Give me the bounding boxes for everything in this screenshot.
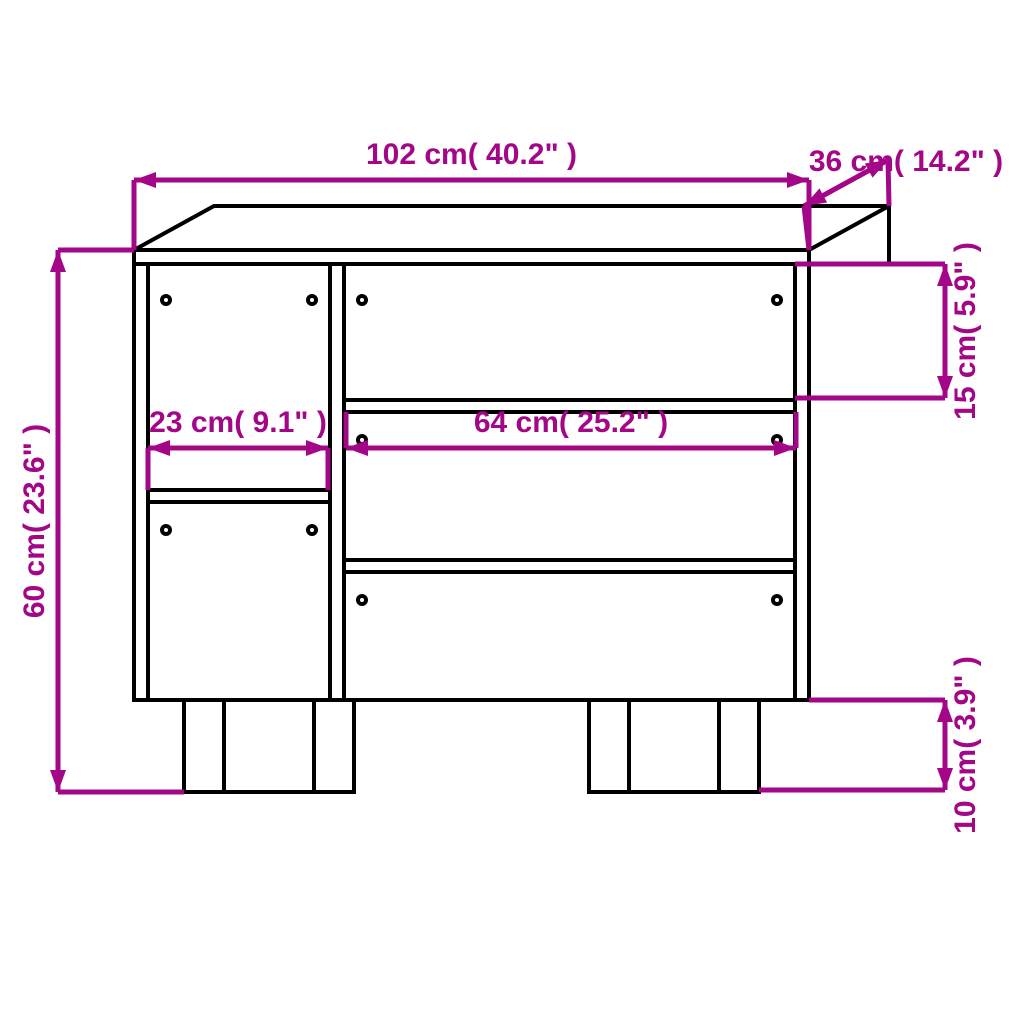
- dim-leg-h: 10 cm( 3.9" ): [759, 656, 982, 834]
- svg-text:64 cm( 25.2" ): 64 cm( 25.2" ): [474, 406, 668, 439]
- dim-shelf-h: 15 cm( 5.9" ): [795, 242, 982, 420]
- svg-text:23 cm( 9.1" ): 23 cm( 9.1" ): [149, 406, 327, 439]
- svg-text:10 cm( 3.9" ): 10 cm( 3.9" ): [949, 656, 982, 834]
- cabinet-leg: [589, 700, 759, 792]
- svg-text:60 cm( 23.6" ): 60 cm( 23.6" ): [18, 424, 51, 618]
- furniture-dimension-diagram: 102 cm( 40.2" ) 36 cm( 14.2" ) 60 cm( 23.6…: [0, 0, 1024, 1024]
- dim-inner-left: 23 cm( 9.1" ): [148, 406, 328, 490]
- svg-text:15 cm( 5.9" ): 15 cm( 5.9" ): [949, 242, 982, 420]
- svg-text:102 cm( 40.2" ): 102 cm( 40.2" ): [366, 138, 577, 171]
- dim-width: 102 cm( 40.2" ): [134, 138, 809, 250]
- dim-height: 60 cm( 23.6" ): [18, 250, 184, 792]
- svg-text:36 cm( 14.2" ): 36 cm( 14.2" ): [809, 145, 1003, 178]
- cabinet-leg: [184, 700, 354, 792]
